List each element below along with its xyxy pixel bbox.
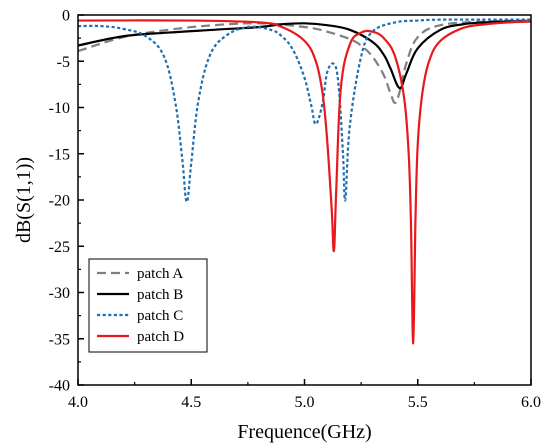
series-layer <box>78 18 531 345</box>
x-axis-title: Frequence(GHz) <box>237 421 371 443</box>
x-tick-label: 6.0 <box>521 394 541 411</box>
y-tick-label: 0 <box>62 8 70 25</box>
y-tick-label: -35 <box>49 331 70 348</box>
x-tick-label: 5.5 <box>408 394 428 411</box>
ticks-layer: 4.0 4.5 5.0 5.5 6.0 0 -5 -10 -15 -20 -25 -30 -35 -40 <box>49 8 541 412</box>
series-line-patch-c <box>78 18 531 203</box>
y-tick-label: -10 <box>49 100 70 117</box>
y-tick-label: -5 <box>57 54 70 71</box>
y-tick-label: -20 <box>49 193 70 210</box>
x-tick-label: 4.5 <box>181 394 201 411</box>
legend-label: patch A <box>137 266 183 282</box>
x-tick-label: 4.0 <box>68 394 88 411</box>
series-line-patch-d <box>78 19 531 345</box>
plot-area: 4.0 4.5 5.0 5.5 6.0 0 -5 -10 -15 -20 -25 -30 -35 -40 <box>49 8 541 412</box>
y-tick-label: -40 <box>49 378 70 395</box>
legend-label: patch C <box>137 308 183 324</box>
y-tick-label: -15 <box>49 146 70 163</box>
series-line-patch-a <box>78 19 531 104</box>
legend-label: patch B <box>137 287 183 303</box>
legend-label: patch D <box>137 329 184 345</box>
x-tick-label: 5.0 <box>295 394 315 411</box>
y-tick-label: -30 <box>49 285 70 302</box>
y-tick-label: -25 <box>49 239 70 256</box>
y-axis-title: dB(S(1,1)) <box>13 157 35 243</box>
legend: patch A patch B patch C patch D <box>88 258 208 353</box>
series-line-patch-b <box>78 20 531 90</box>
